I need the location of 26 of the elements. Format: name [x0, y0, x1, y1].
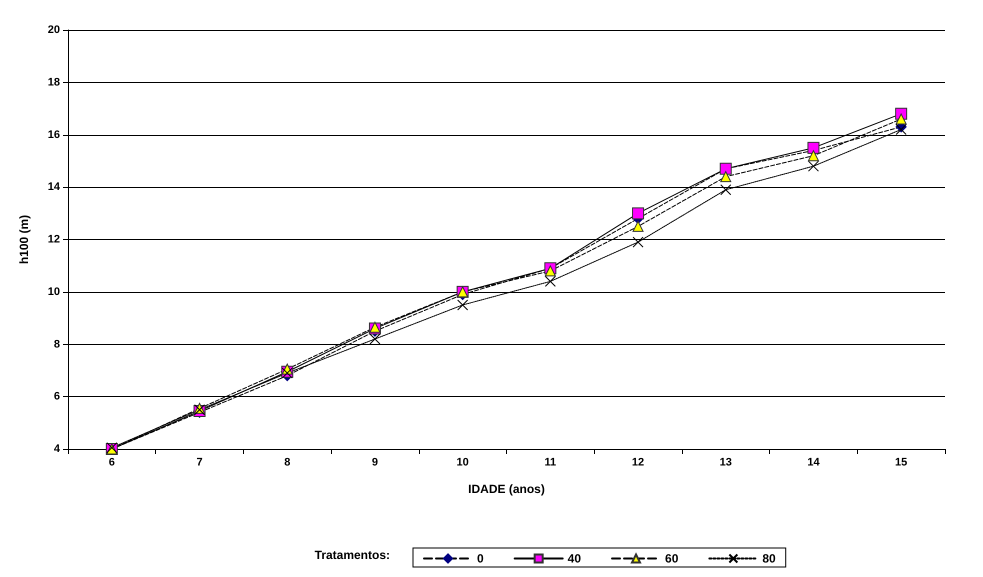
- y-tick-label: 4: [54, 443, 61, 455]
- legend-label: 40: [568, 552, 582, 566]
- legend-label: 80: [762, 552, 776, 566]
- y-tick-label: 12: [48, 234, 60, 246]
- y-tick-label: 14: [48, 181, 61, 194]
- x-axis-title: IDADE (anos): [468, 482, 545, 496]
- x-tick-label: 8: [284, 456, 290, 468]
- x-tick-label: 13: [720, 456, 732, 468]
- legend-label: 60: [665, 552, 679, 566]
- y-tick-label: 10: [48, 286, 60, 298]
- legend-label: 0: [477, 552, 484, 566]
- x-tick-label: 10: [456, 456, 469, 468]
- x-tick-label: 6: [108, 456, 115, 468]
- x-tick-label: 12: [632, 456, 644, 468]
- y-tick-label: 6: [54, 390, 60, 403]
- y-tick-label: 8: [54, 338, 60, 350]
- y-tick-label: 20: [48, 24, 60, 36]
- x-tick-label: 14: [807, 456, 820, 468]
- y-tick-label: 18: [48, 76, 60, 88]
- x-tick-label: 7: [196, 456, 203, 468]
- x-tick-label: 15: [895, 456, 908, 468]
- y-axis-title: h100 (m): [17, 214, 31, 264]
- legend-title: Tratamentos:: [314, 548, 390, 562]
- y-tick-label: 16: [48, 128, 60, 141]
- x-tick-label: 11: [544, 456, 556, 468]
- x-tick-label: 9: [372, 456, 378, 468]
